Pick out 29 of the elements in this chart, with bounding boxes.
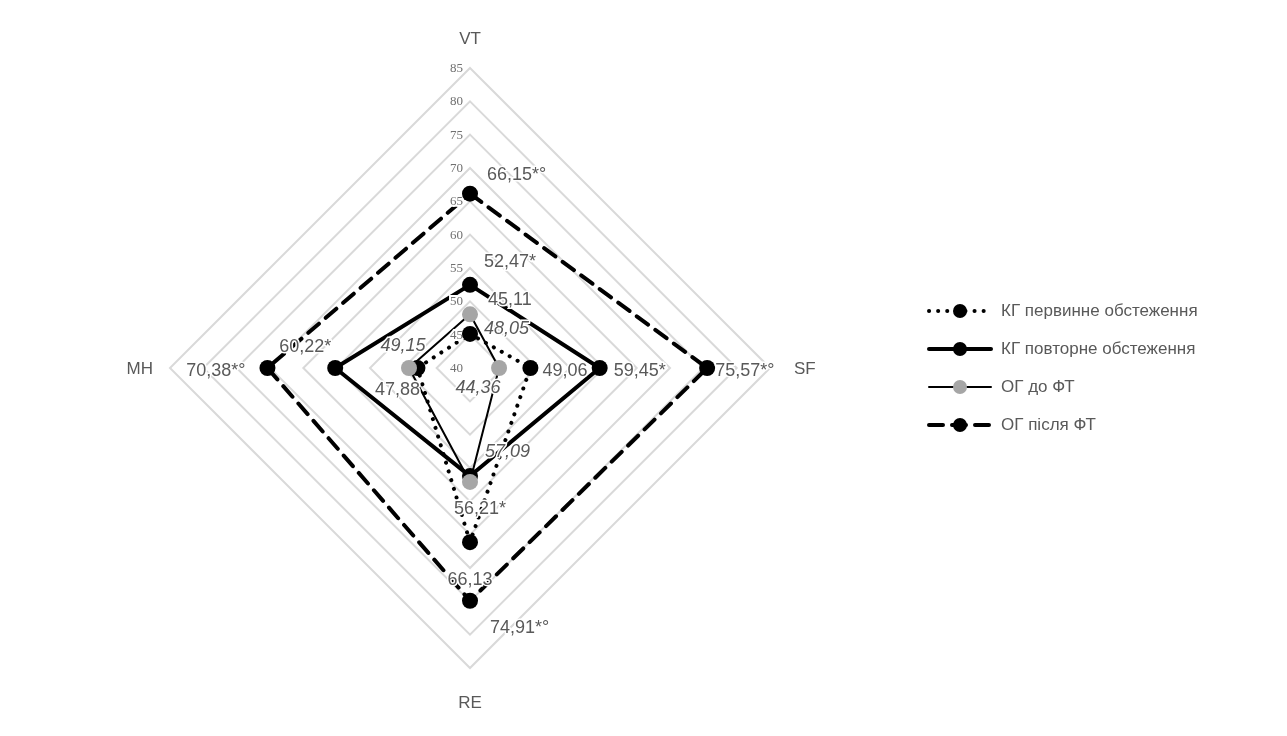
y-tick-label: 65 — [450, 193, 463, 209]
y-tick-label: 50 — [450, 293, 463, 309]
data-label: 48,05 — [484, 318, 531, 339]
spoke-label: VT — [459, 29, 481, 48]
data-label: 56,21* — [453, 498, 507, 519]
data-label: 49,06 — [542, 360, 588, 380]
y-tick-label: 75 — [450, 126, 463, 142]
data-label: 52,47* — [484, 250, 537, 271]
legend-label: ОГ до ФТ — [1001, 377, 1075, 397]
spoke-label: MH — [126, 359, 153, 378]
data-label: 75,57*° — [715, 360, 775, 380]
data-label: 47,88 — [374, 379, 420, 399]
data-label: 66,15*° — [487, 163, 547, 184]
data-label: 74,91*° — [490, 616, 550, 637]
y-tick-label: 60 — [450, 226, 463, 242]
data-label: 49,15 — [380, 335, 427, 355]
y-tick-label: 55 — [450, 260, 463, 275]
data-label: 70,38*° — [186, 360, 246, 380]
y-tick-label: 80 — [450, 93, 463, 109]
data-label: 60,22* — [279, 336, 332, 356]
spoke-label: SF — [794, 359, 816, 378]
y-tick-label: 85 — [450, 60, 463, 75]
legend-label: КГ повторне обстеження — [1001, 339, 1196, 359]
y-tick-label: 70 — [450, 160, 463, 175]
spoke-label: RE — [458, 693, 482, 712]
legend-label: ОГ після ФТ — [1001, 415, 1096, 435]
legend-label: КГ первинне обстеження — [1001, 301, 1198, 321]
y-tick-label: 40 — [450, 360, 463, 375]
data-label: 59,45* — [613, 360, 666, 380]
